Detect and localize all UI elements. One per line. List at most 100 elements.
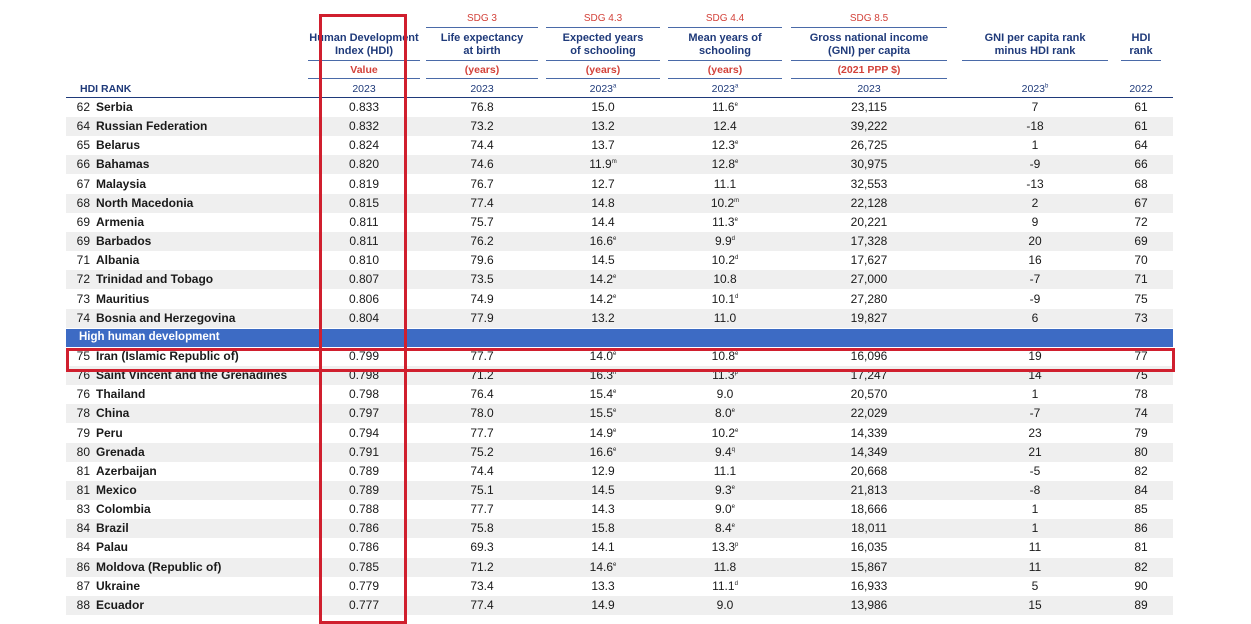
exp-value: 14.5 — [591, 483, 615, 497]
hdi-cell: 0.797 — [305, 406, 423, 420]
hdi-value: 0.819 — [348, 176, 380, 191]
gnirank-value: 20 — [1028, 234, 1042, 249]
gnirank-cell: 19 — [963, 349, 1107, 363]
gnirank-value: 19 — [1028, 348, 1042, 363]
hdirank-value: 89 — [1134, 597, 1148, 612]
gni-cell: 14,349 — [789, 445, 949, 459]
exp-cell: 14.8 — [545, 196, 661, 210]
hdirank-cell: 72 — [1111, 215, 1171, 229]
life-cell: 75.7 — [424, 215, 540, 229]
hdi-rank-cell: 74 — [76, 310, 90, 325]
exp-cell: 13.2 — [545, 311, 661, 325]
hdirank-cell: 73 — [1111, 311, 1171, 325]
gni-value: 26,725 — [850, 138, 888, 153]
mean-cell: 11.1d — [667, 579, 783, 593]
mean-value: 10.2 — [710, 195, 735, 210]
life-cell: 74.4 — [424, 138, 540, 152]
exp-value: 14.2 — [589, 291, 613, 306]
exp-value: 13.2 — [591, 119, 615, 134]
hdi-value: 0.798 — [348, 387, 380, 402]
gnirank-cell: 16 — [963, 253, 1107, 267]
mean-cell: 10.1d — [667, 292, 783, 306]
hdi-value: 0.833 — [348, 100, 380, 114]
hdirank-cell: 84 — [1111, 483, 1171, 497]
mean-cell: 11.1 — [667, 177, 783, 191]
table-row — [66, 557, 1173, 577]
hdirank-value: 69 — [1134, 234, 1148, 249]
exp-cell: 14.0e — [545, 349, 661, 363]
hdirank-value: 81 — [1134, 540, 1148, 555]
hdi-cell: 0.789 — [305, 464, 423, 478]
mean-value: 11.0 — [713, 310, 737, 325]
gni-value: 13,986 — [850, 597, 888, 612]
life-value: 76.7 — [470, 176, 494, 191]
column-title-line1: Human Development — [309, 32, 419, 44]
hdi-rank-cell: 65 — [76, 138, 90, 153]
column-unit-label: Value — [350, 64, 378, 76]
hdi-rank-cell: 78 — [76, 406, 90, 421]
country-name-cell: Iran (Islamic Republic of) — [96, 348, 239, 363]
life-value: 77.7 — [470, 502, 494, 517]
gni-cell: 23,115 — [789, 100, 949, 114]
gni-value: 15,867 — [850, 559, 888, 574]
gnirank-value: -5 — [1029, 463, 1041, 478]
hdi-value: 0.791 — [348, 444, 380, 459]
hdi-rank-cell: 75 — [76, 348, 90, 363]
mean-cell: 12.8e — [667, 157, 783, 171]
hdi-cell: 0.799 — [305, 349, 423, 363]
exp-footnote: e — [613, 274, 617, 281]
column-unit-label: (years) — [585, 64, 621, 76]
title-rule — [791, 60, 947, 61]
hdi-value: 0.794 — [348, 425, 380, 440]
hdirank-cell: 66 — [1111, 157, 1171, 171]
mean-footnote: d — [735, 255, 739, 262]
hdi-rank-cell: 81 — [76, 463, 90, 478]
mean-footnote: e — [731, 504, 736, 511]
gni-cell: 19,827 — [789, 311, 949, 325]
exp-value: 14.4 — [591, 214, 615, 229]
hdirank-value: 73 — [1134, 310, 1148, 325]
gni-cell: 30,975 — [789, 157, 949, 171]
gnirank-value: 21 — [1028, 444, 1042, 459]
country-name-cell: Colombia — [96, 502, 151, 517]
gnirank-value: 5 — [1031, 578, 1039, 593]
life-cell: 69.3 — [424, 540, 540, 554]
hdirank-cell: 61 — [1111, 100, 1171, 114]
gnirank-value: 7 — [1031, 100, 1039, 114]
gni-value: 22,128 — [850, 195, 888, 210]
title-rule — [546, 60, 660, 61]
hdirank-value: 70 — [1134, 253, 1148, 268]
year-value: 2023 — [857, 83, 881, 95]
gnirank-cell: 2 — [963, 196, 1107, 210]
gni-value: 20,668 — [850, 463, 888, 478]
exp-footnote: n — [613, 370, 617, 377]
hdi-cell: 0.820 — [305, 157, 423, 171]
life-value: 76.2 — [470, 234, 494, 249]
exp-value: 14.2 — [589, 272, 613, 287]
hdi-rank-cell: 69 — [76, 214, 90, 229]
exp-cell: 15.5e — [545, 406, 661, 420]
life-cell: 77.7 — [424, 426, 540, 440]
gnirank-cell: -9 — [963, 292, 1107, 306]
country-name-cell: Malaysia — [96, 176, 147, 191]
life-value: 75.8 — [470, 521, 494, 536]
exp-cell: 14.2e — [545, 292, 661, 306]
hdirank-cell: 74 — [1111, 406, 1171, 420]
column-title-line1: GNI per capita rank — [984, 32, 1086, 44]
gnirank-cell: -7 — [963, 272, 1107, 286]
gni-cell: 22,029 — [789, 406, 949, 420]
gnirank-value: 6 — [1031, 310, 1039, 325]
sdg-rule — [668, 27, 782, 28]
country-name-cell: Azerbaijan — [96, 463, 157, 478]
year-footnote: a — [613, 83, 617, 90]
gni-cell: 27,280 — [789, 292, 949, 306]
life-cell: 75.8 — [424, 521, 540, 535]
hdi-value: 0.815 — [348, 195, 380, 210]
exp-cell: 14.2e — [545, 272, 661, 286]
hdirank-value: 61 — [1134, 119, 1148, 134]
hdirank-cell: 90 — [1111, 579, 1171, 593]
table-row — [66, 595, 1173, 615]
exp-value: 15.4 — [589, 387, 613, 402]
life-cell: 79.6 — [424, 253, 540, 267]
mean-footnote: e — [731, 485, 736, 491]
